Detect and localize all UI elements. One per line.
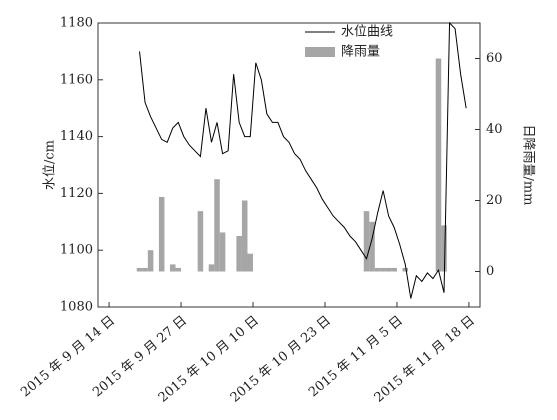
y-tick-label: 1080: [60, 300, 93, 315]
y-tick-label: 1100: [60, 243, 93, 258]
rain-bar: [197, 211, 204, 272]
rain-bar: [169, 264, 176, 272]
rain-bar: [369, 221, 375, 272]
water-level-line: [139, 21, 467, 299]
rain-bar: [142, 267, 148, 272]
y-axis-label: 水位/cm: [43, 140, 58, 190]
y2-tick-label: 40: [486, 122, 503, 137]
rain-bar: [363, 211, 370, 272]
legend-label: 降雨量: [341, 45, 380, 60]
rain-bar: [385, 267, 392, 272]
rain-bar: [380, 267, 386, 272]
rain-bar: [441, 225, 447, 272]
rain-bar: [147, 250, 154, 272]
rain-bar: [214, 179, 220, 272]
rain-bar: [219, 232, 226, 272]
legend-label: 水位曲线: [341, 25, 393, 40]
plot-frame: [97, 22, 481, 308]
rain-bar: [374, 267, 381, 272]
y-tick-label: 1120: [60, 186, 93, 201]
legend-swatch: [305, 47, 335, 57]
rain-bar: [136, 267, 143, 272]
y-tick-label: 1180: [60, 16, 93, 31]
y-tick-label: 1160: [60, 72, 93, 87]
rain-bar: [208, 264, 215, 272]
rain-bar: [435, 58, 442, 272]
rain-bar: [236, 236, 242, 272]
rain-bar: [247, 253, 254, 272]
y-tick-label: 1140: [60, 129, 93, 144]
rain-bar: [391, 267, 397, 272]
rain-bar: [175, 267, 182, 272]
y2-axis-label: 日降雨量/mm: [521, 124, 536, 205]
y2-tick-label: 60: [486, 51, 503, 66]
y2-tick-label: 20: [486, 193, 503, 208]
y2-tick-label: 0: [486, 264, 494, 279]
rain-bar: [158, 196, 165, 272]
rain-bar: [241, 200, 248, 272]
rain-bar: [402, 267, 409, 272]
